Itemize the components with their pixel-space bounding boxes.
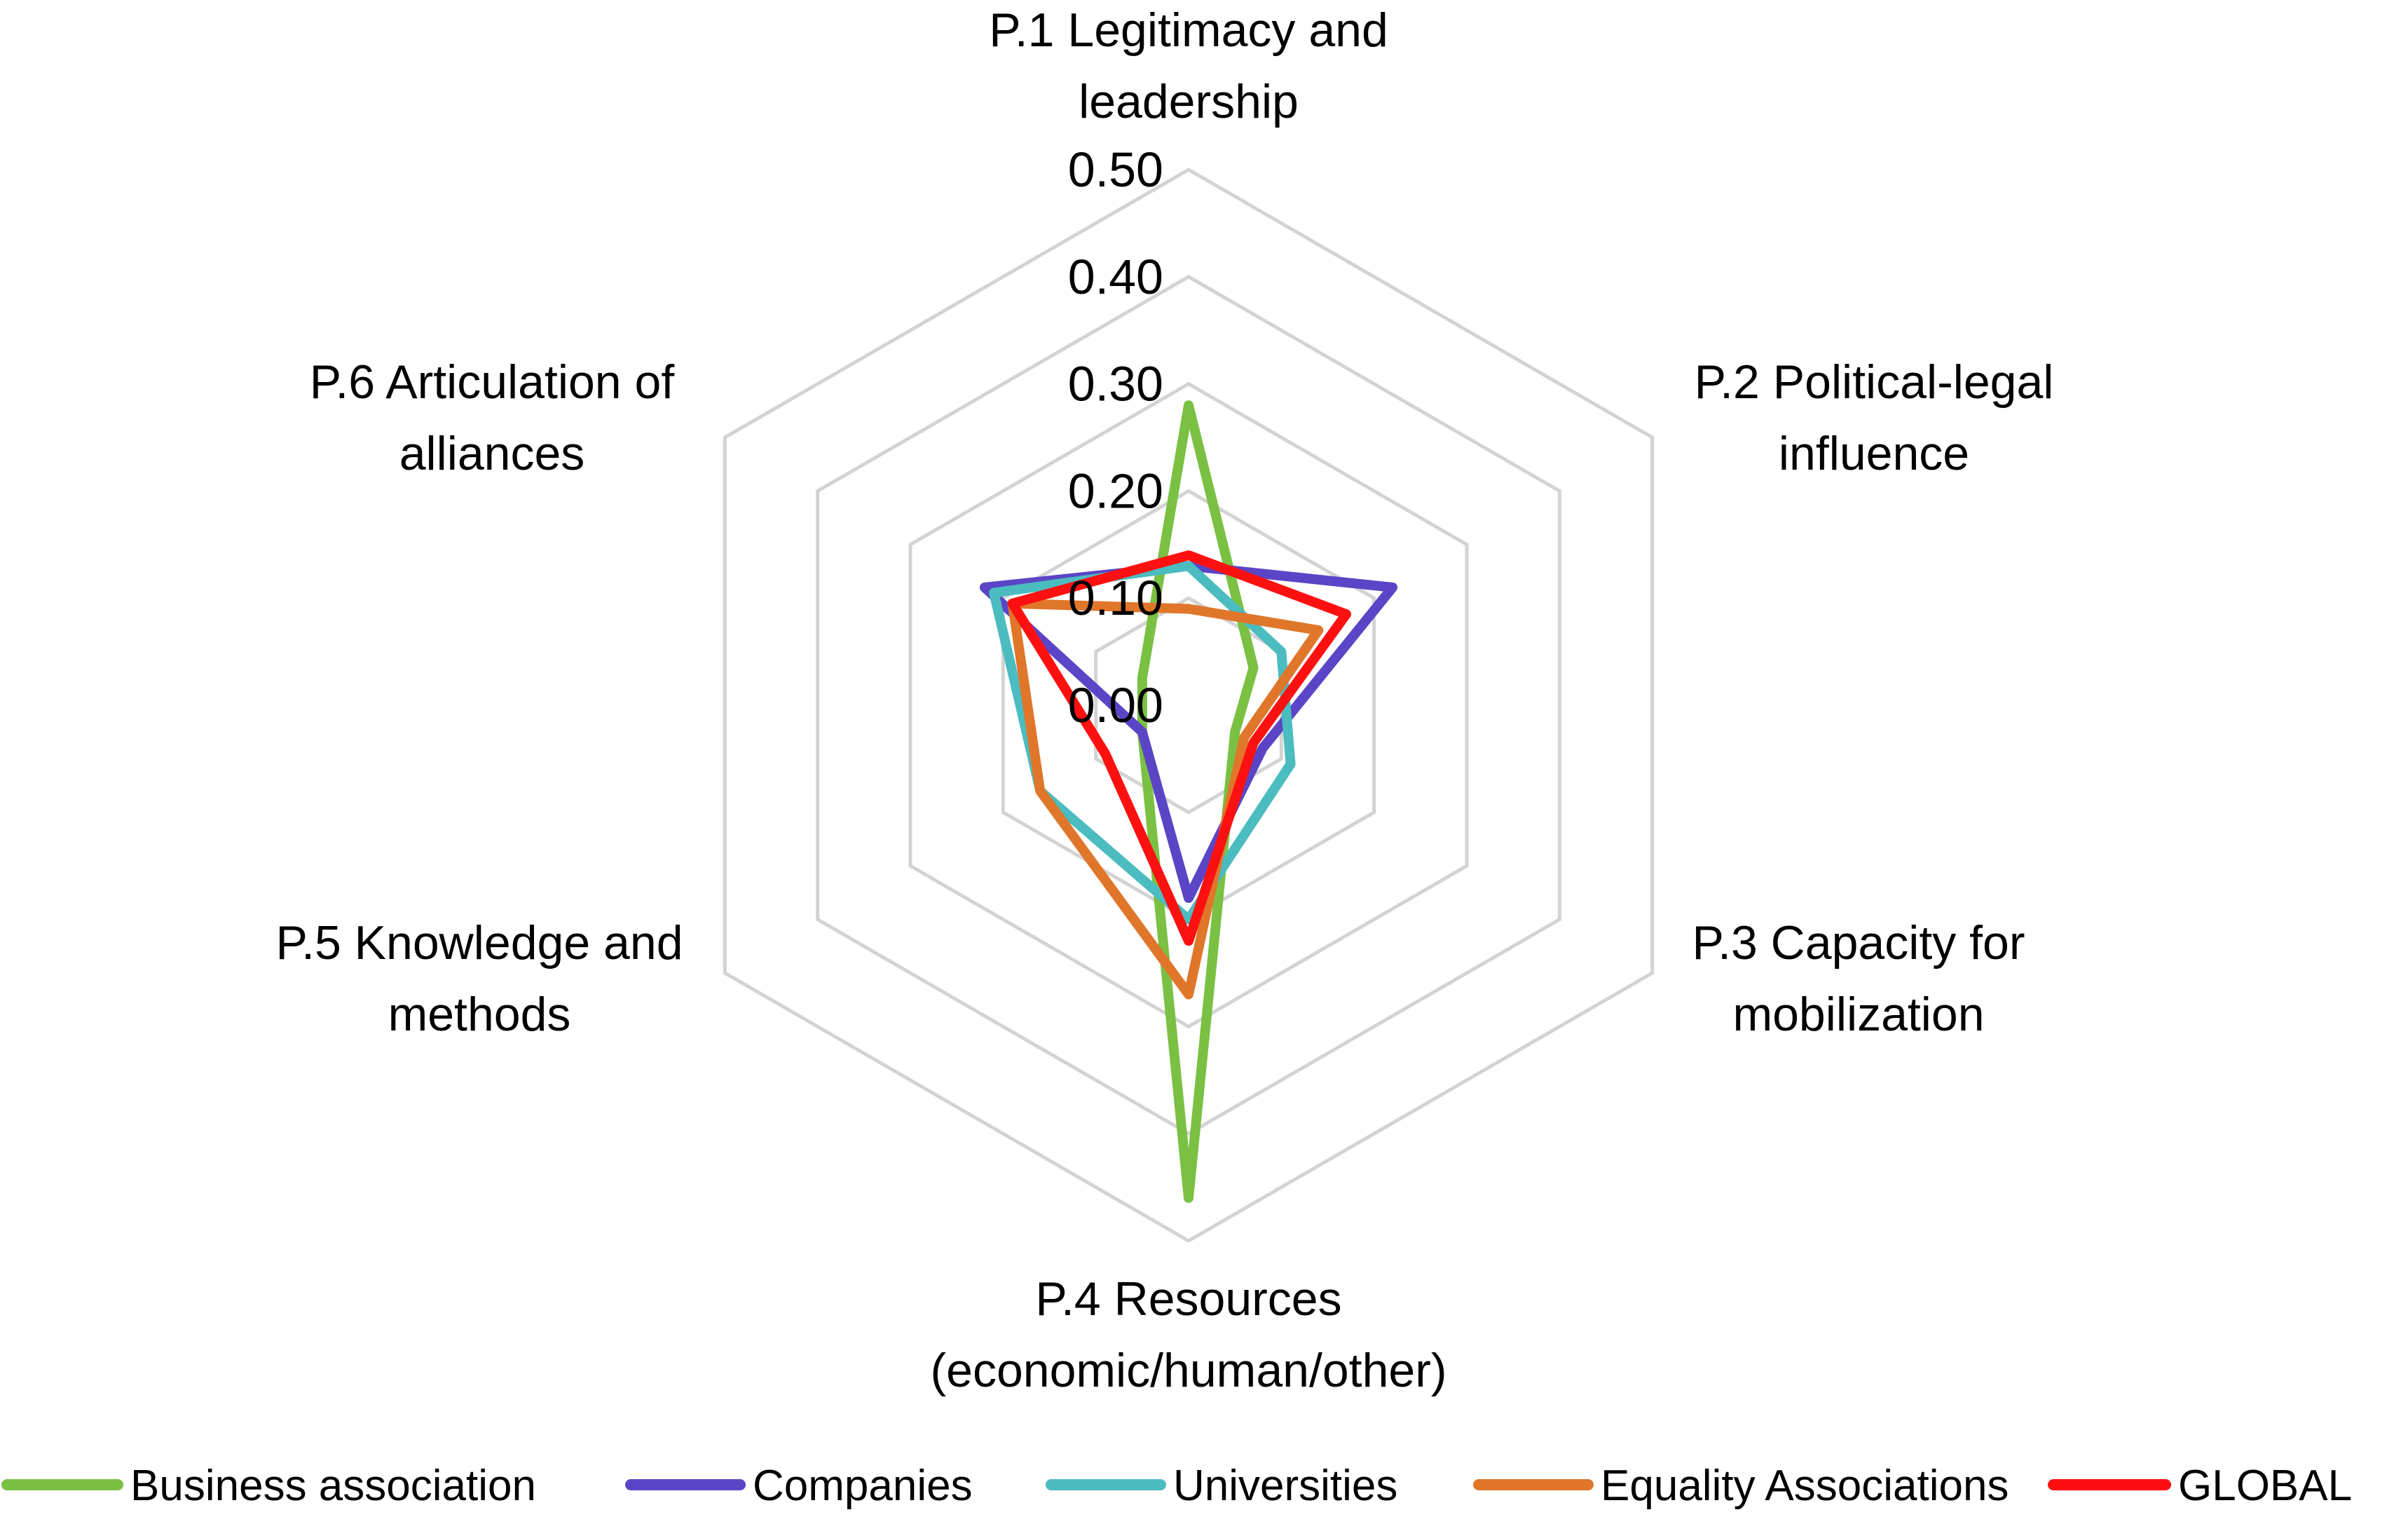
legend-item-0: Business association (1, 1462, 536, 1510)
tick-label-1: 0.10 (1068, 571, 1163, 625)
legend-item-1: Companies (625, 1462, 973, 1510)
series-line-4 (1007, 550, 1351, 946)
category-label-2: P.2 Political-legal influence (1695, 355, 2054, 480)
category-label-3: P.3 Capacity for mobilization (1692, 916, 2025, 1041)
grid-ring-5 (723, 168, 1655, 1243)
tick-label-2: 0.20 (1068, 463, 1163, 518)
legend-item-3: Equality Associations (1473, 1462, 2009, 1510)
category-label-1: P.1 Legitimacy and leadership (989, 4, 1388, 128)
legend-label-3: Equality Associations (1601, 1462, 2009, 1510)
tick-label-3: 0.30 (1068, 357, 1163, 411)
radar-grid (723, 168, 1655, 1243)
grid-ring-3 (908, 381, 1469, 1029)
category-label-5: P.5 Knowledge and methods (275, 916, 683, 1041)
radar-series (979, 400, 1398, 1203)
legend-label-0: Business association (130, 1462, 536, 1510)
tick-label-5: 0.50 (1068, 142, 1163, 197)
legend-label-1: Companies (753, 1462, 973, 1510)
legend-item-2: Universities (1046, 1462, 1397, 1510)
tick-label-0: 0.00 (1068, 678, 1163, 733)
series-line-0 (1137, 400, 1259, 1203)
category-labels: P.1 Legitimacy and leadership P.2 Politica… (275, 4, 2053, 1397)
legend-label-4: GLOBAL (2178, 1462, 2352, 1510)
grid-ring-4 (816, 274, 1561, 1136)
category-label-4: P.4 Resources (economic/human/other) (930, 1272, 1446, 1397)
series-line-2 (989, 561, 1296, 925)
legend-label-2: Universities (1173, 1462, 1397, 1510)
legend: Business association Companies Universitie… (1, 1462, 2352, 1510)
category-label-6: P.6 Articulation of alliances (310, 355, 675, 480)
series-line-1 (979, 561, 1398, 904)
radial-tick-labels: 0.00 0.10 0.20 0.30 0.40 0.50 (1068, 142, 1163, 733)
tick-label-4: 0.40 (1068, 250, 1163, 304)
legend-item-4: GLOBAL (2048, 1462, 2352, 1510)
